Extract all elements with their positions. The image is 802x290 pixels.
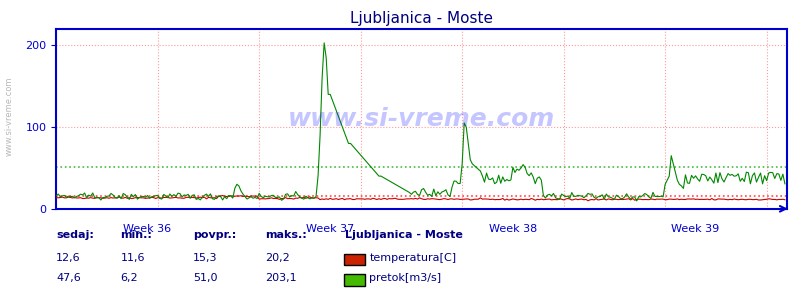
Text: Week 38: Week 38	[488, 224, 537, 233]
Text: maks.:: maks.:	[265, 230, 306, 240]
Text: 12,6: 12,6	[56, 253, 81, 263]
Title: Ljubljanica - Moste: Ljubljanica - Moste	[350, 11, 492, 26]
Text: povpr.:: povpr.:	[192, 230, 236, 240]
Text: Week 36: Week 36	[124, 224, 172, 233]
Text: www.si-vreme.com: www.si-vreme.com	[5, 76, 14, 156]
Text: 203,1: 203,1	[265, 273, 296, 283]
Text: 6,2: 6,2	[120, 273, 138, 283]
Text: Ljubljanica - Moste: Ljubljanica - Moste	[345, 230, 463, 240]
Text: 20,2: 20,2	[265, 253, 290, 263]
Text: 11,6: 11,6	[120, 253, 145, 263]
Text: temperatura[C]: temperatura[C]	[369, 253, 456, 263]
Text: www.si-vreme.com: www.si-vreme.com	[288, 107, 554, 131]
Text: Week 37: Week 37	[306, 224, 354, 233]
Text: sedaj:: sedaj:	[56, 230, 94, 240]
Text: 51,0: 51,0	[192, 273, 217, 283]
Text: 47,6: 47,6	[56, 273, 81, 283]
Text: pretok[m3/s]: pretok[m3/s]	[369, 273, 441, 283]
Text: Week 39: Week 39	[670, 224, 719, 233]
Text: 15,3: 15,3	[192, 253, 217, 263]
Text: min.:: min.:	[120, 230, 152, 240]
